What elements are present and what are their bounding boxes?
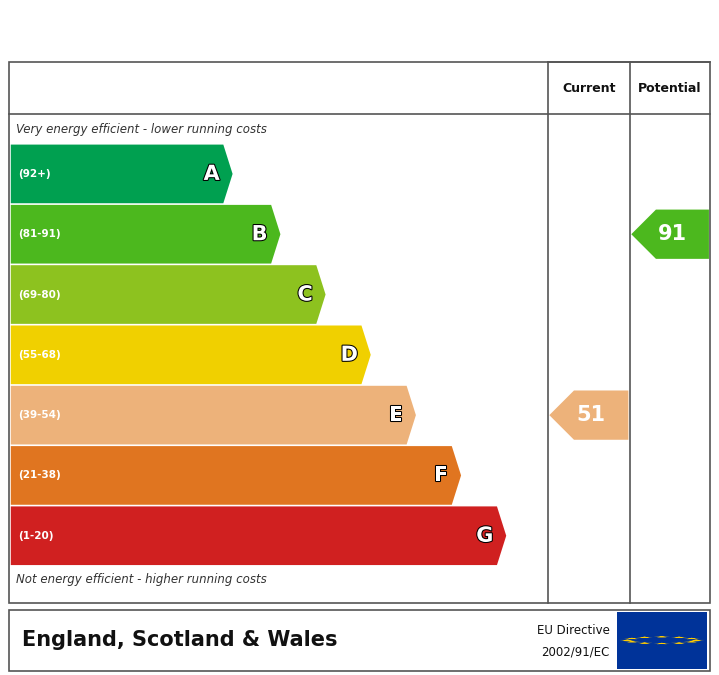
Polygon shape <box>631 209 709 259</box>
Polygon shape <box>636 637 653 638</box>
Text: England, Scotland & Wales: England, Scotland & Wales <box>22 630 337 650</box>
Polygon shape <box>654 643 670 644</box>
Text: Current: Current <box>562 82 615 95</box>
Polygon shape <box>624 638 640 639</box>
Polygon shape <box>11 325 371 384</box>
Polygon shape <box>684 641 700 643</box>
Text: 2002/91/EC: 2002/91/EC <box>541 645 610 659</box>
Text: (39-54): (39-54) <box>18 410 60 420</box>
Text: Potential: Potential <box>638 82 702 95</box>
Text: (81-91): (81-91) <box>18 230 60 239</box>
Text: D: D <box>341 345 358 364</box>
Text: (69-80): (69-80) <box>18 290 60 300</box>
Text: F: F <box>434 466 448 485</box>
Text: (21-38): (21-38) <box>18 470 60 481</box>
Text: EU Directive: EU Directive <box>537 624 610 637</box>
Polygon shape <box>11 144 232 203</box>
Text: Very energy efficient - lower running costs: Very energy efficient - lower running co… <box>16 123 267 136</box>
Polygon shape <box>654 636 670 638</box>
Text: Energy Efficiency Rating: Energy Efficiency Rating <box>18 16 420 44</box>
Polygon shape <box>11 446 461 505</box>
Text: 51: 51 <box>577 405 605 425</box>
Polygon shape <box>671 643 687 644</box>
Text: E: E <box>389 405 403 425</box>
Polygon shape <box>11 265 326 324</box>
Polygon shape <box>11 386 416 444</box>
Polygon shape <box>11 506 506 565</box>
Text: A: A <box>203 164 220 184</box>
Polygon shape <box>549 391 628 440</box>
Polygon shape <box>619 639 636 641</box>
Polygon shape <box>636 643 653 644</box>
Text: Not energy efficient - higher running costs: Not energy efficient - higher running co… <box>16 573 267 586</box>
Text: C: C <box>298 285 313 304</box>
Polygon shape <box>11 205 280 263</box>
Text: (1-20): (1-20) <box>18 531 53 541</box>
Polygon shape <box>688 639 705 641</box>
Text: 91: 91 <box>658 224 687 244</box>
Text: (92+): (92+) <box>18 169 50 179</box>
Polygon shape <box>684 638 700 639</box>
Text: G: G <box>476 526 493 545</box>
Polygon shape <box>624 641 640 643</box>
Text: (55-68): (55-68) <box>18 350 60 360</box>
Polygon shape <box>671 637 687 638</box>
Bar <box>9 610 710 671</box>
Bar <box>617 612 707 669</box>
Text: B: B <box>252 224 267 244</box>
